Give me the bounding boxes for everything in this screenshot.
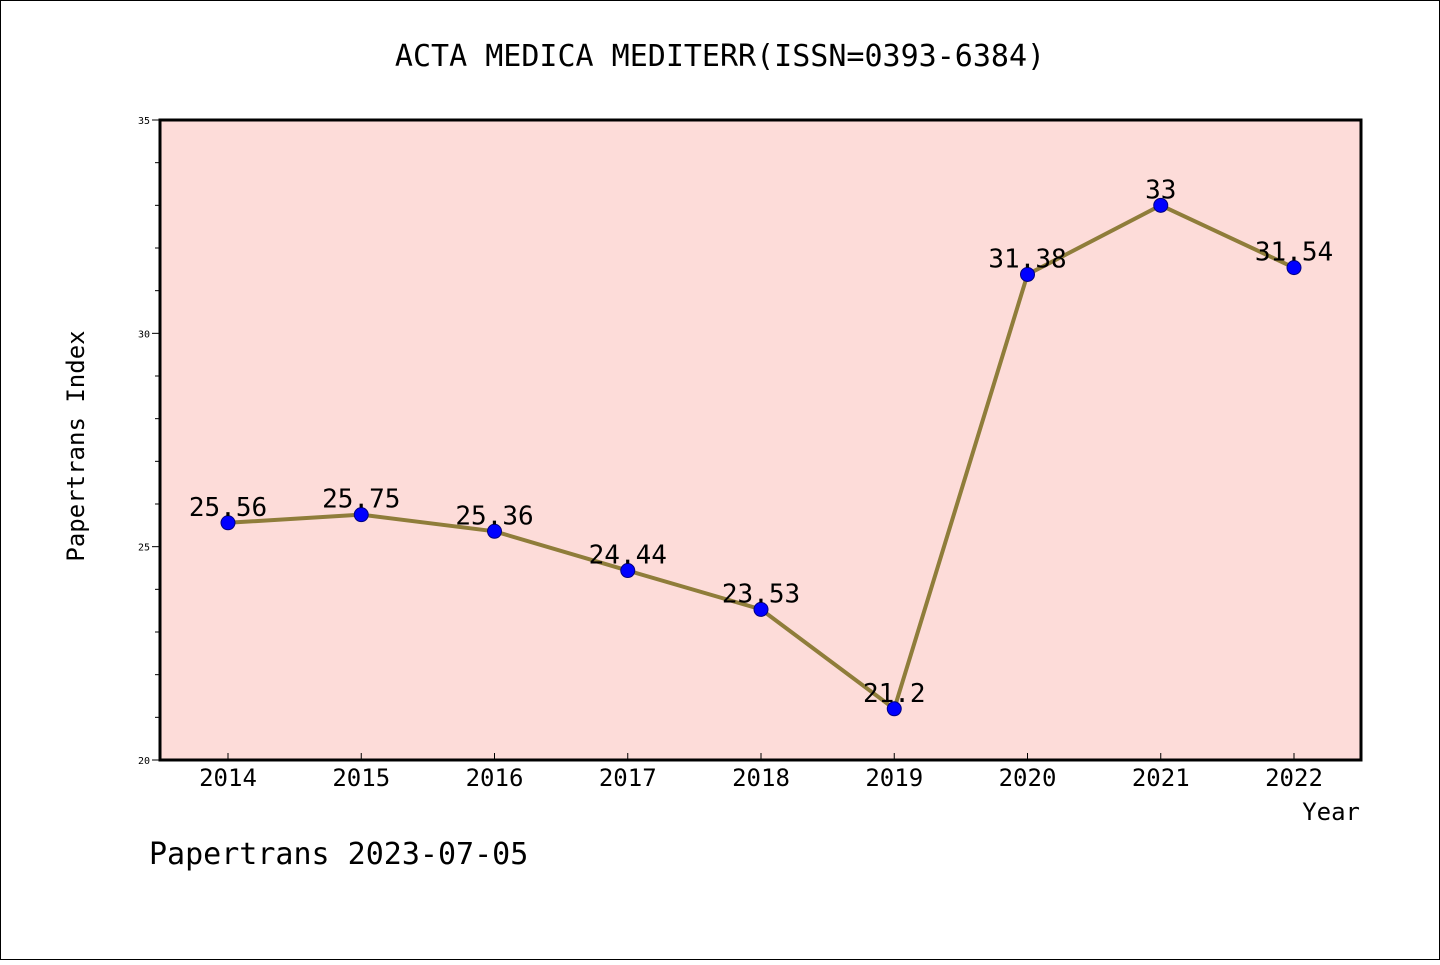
data-label: 25.75	[322, 485, 400, 515]
chart-title: ACTA MEDICA MEDITERR(ISSN=0393-6384)	[395, 39, 1045, 74]
data-point	[886, 701, 902, 717]
data-label: 25.36	[455, 501, 533, 531]
x-axis-title: Year	[1302, 798, 1360, 826]
plot-frame	[158, 118, 1363, 762]
x-axis: 2014 2015 2016 2017 2018 2019 2020 2021 2022	[199, 753, 1323, 792]
data-label: 23.53	[722, 579, 800, 609]
y-tick-label: 30	[138, 329, 150, 340]
data-point	[1153, 197, 1169, 213]
plot-area	[160, 120, 1361, 760]
data-point	[1020, 266, 1035, 282]
y-tick-label: 35	[138, 116, 150, 127]
x-tick-label: 2015	[332, 764, 390, 792]
x-tick-label: 2021	[1132, 764, 1190, 792]
y-tick-label: 25	[138, 543, 150, 554]
data-label: 25.56	[189, 493, 267, 523]
x-tick-label: 2022	[1265, 764, 1323, 792]
data-point	[620, 563, 636, 579]
data-label: 33	[1145, 175, 1176, 205]
data-label: 24.44	[589, 541, 667, 571]
data-label: 31.38	[988, 244, 1066, 274]
x-tick-label: 2020	[999, 764, 1057, 792]
y-tick-label: 20	[138, 756, 150, 767]
x-tick-label: 2018	[732, 764, 790, 792]
x-tick-label: 2016	[466, 764, 524, 792]
footer-credit: Papertrans 2023-07-05	[149, 837, 528, 872]
y-axis-title: Papertrans Index	[62, 330, 90, 561]
x-tick-label: 2014	[199, 764, 257, 792]
data-label: 21.2	[863, 679, 926, 709]
data-label: 31.54	[1255, 238, 1333, 268]
x-tick-label: 2017	[599, 764, 657, 792]
data-label-layer: 25.56 25.75 25.36 24.44 23.53 21.2 31.38 33 31.5…	[189, 175, 1333, 708]
data-point	[220, 515, 236, 531]
data-point	[487, 523, 502, 539]
data-point	[753, 601, 769, 617]
series-layer	[220, 197, 1302, 717]
data-point	[1286, 260, 1302, 276]
data-point	[353, 507, 369, 523]
x-tick-label: 2019	[865, 764, 923, 792]
